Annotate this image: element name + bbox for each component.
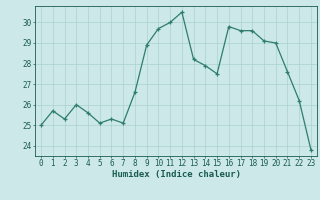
X-axis label: Humidex (Indice chaleur): Humidex (Indice chaleur) <box>111 170 241 179</box>
